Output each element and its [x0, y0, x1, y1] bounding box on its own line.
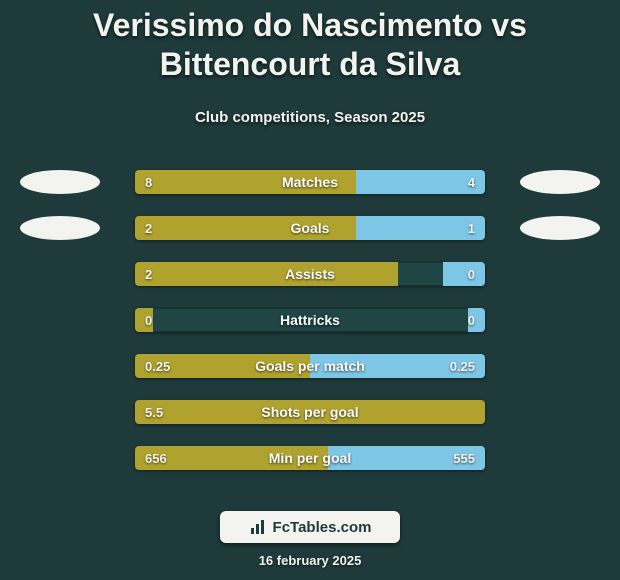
stat-row: 20Assists	[0, 262, 620, 286]
stat-value-right: 0	[458, 308, 485, 332]
brand-badge: FcTables.com	[220, 511, 400, 543]
stat-value-left: 2	[135, 216, 162, 240]
stat-value-right: 0	[458, 262, 485, 286]
stat-bar-left	[135, 216, 356, 240]
stat-row: 21Goals	[0, 216, 620, 240]
stat-rows: 84Matches21Goals20Assists00Hattricks0.25…	[0, 170, 620, 470]
stat-bar-left	[135, 262, 398, 286]
player-left-placeholder	[20, 216, 100, 240]
stat-row: 0 0Hattricks	[0, 308, 620, 332]
stat-value-left: 0	[135, 308, 162, 332]
page-title: Verissimo do Nascimento vs Bittencourt d…	[0, 0, 620, 84]
player-right-placeholder	[520, 216, 600, 240]
stat-value-left: 8	[135, 170, 162, 194]
subtitle: Club competitions, Season 2025	[0, 109, 620, 126]
stat-row: 656555Min per goal	[0, 446, 620, 470]
stat-value-right	[465, 400, 485, 424]
brand-bars-icon	[249, 518, 267, 536]
player-right-placeholder	[520, 170, 600, 194]
comparison-infographic: Verissimo do Nascimento vs Bittencourt d…	[0, 0, 620, 580]
stat-bar-track: 20Assists	[135, 262, 485, 286]
stat-bar-track: 0 0Hattricks	[135, 308, 485, 332]
stat-row: 5.5Shots per goal	[0, 400, 620, 424]
stat-value-left: 5.5	[135, 400, 173, 424]
stat-bar-left	[135, 400, 485, 424]
stat-label: Hattricks	[135, 308, 485, 332]
stat-value-left: 2	[135, 262, 162, 286]
footer: FcTables.com 16 february 2025	[0, 511, 620, 568]
player-left-placeholder	[20, 170, 100, 194]
stat-value-right: 0.25	[440, 354, 485, 378]
date-label: 16 february 2025	[259, 553, 362, 568]
stat-bar-track: 84Matches	[135, 170, 485, 194]
stat-bar-track: 0.250.25Goals per match	[135, 354, 485, 378]
stat-bar-track: 656555Min per goal	[135, 446, 485, 470]
stat-bar-track: 21Goals	[135, 216, 485, 240]
brand-label: FcTables.com	[273, 519, 372, 536]
stat-row: 0.250.25Goals per match	[0, 354, 620, 378]
stat-value-right: 1	[458, 216, 485, 240]
stat-value-right: 4	[458, 170, 485, 194]
stat-row: 84Matches	[0, 170, 620, 194]
stat-bar-track: 5.5Shots per goal	[135, 400, 485, 424]
stat-value-left: 656	[135, 446, 177, 470]
stat-value-left: 0.25	[135, 354, 180, 378]
stat-bar-left	[135, 170, 356, 194]
stat-value-right: 555	[443, 446, 485, 470]
